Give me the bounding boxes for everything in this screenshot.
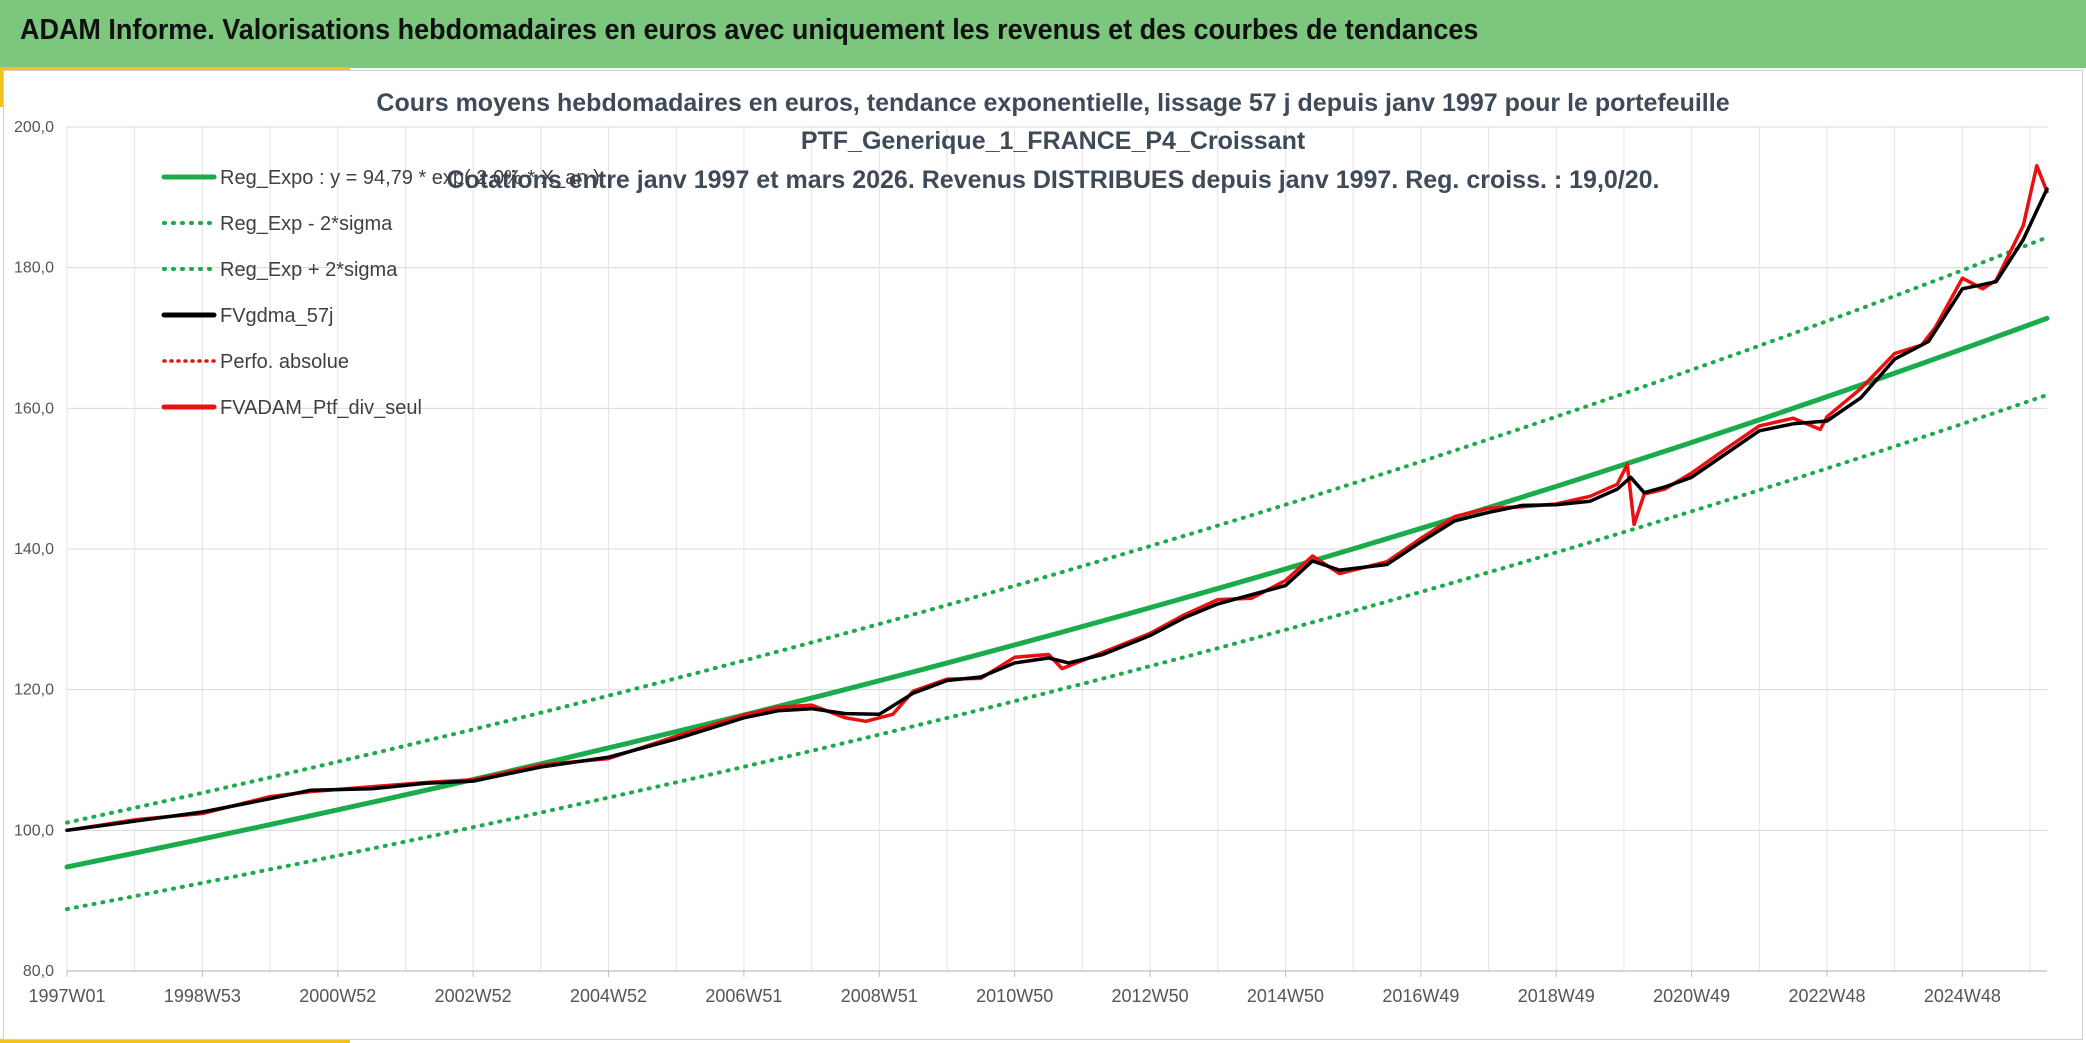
series-line-fvgdma_57j	[65, 187, 2049, 833]
header-bar: ADAM Informe. Valorisations hebdomadaire…	[0, 0, 2086, 68]
line-chart: 80,0 100,0 120,0 140,0 160,0 180,0 200,0 1997W0…	[14, 89, 2050, 1006]
chart-title-line-1: Cours moyens hebdomadaires en euros, ten…	[376, 89, 1729, 117]
x-tick-label: 2012W50	[1112, 986, 1189, 1006]
y-tick-label: 140,0	[14, 541, 54, 558]
chart-legend: Reg_Expo : y = 94,79 * exp( 2,0% * X_an …	[161, 167, 600, 419]
left-accent-stripe	[0, 67, 5, 107]
chart-title: Cours moyens hebdomadaires en euros, ten…	[376, 89, 1729, 194]
chart-title-line-3: Cotations entre janv 1997 et mars 2026. …	[446, 166, 1659, 194]
axis-layer: 80,0 100,0 120,0 140,0 160,0 180,0 200,0 1997W0…	[14, 119, 2047, 1006]
legend-label: Reg_Expo : y = 94,79 * exp( 2,0% * X_an …	[220, 167, 600, 189]
series-line-reg_exp	[65, 393, 2049, 912]
legend-label: Reg_Exp + 2*sigma	[220, 259, 398, 281]
x-tick-label: 2006W51	[705, 986, 782, 1006]
x-tick-label: 1998W53	[164, 986, 241, 1006]
y-tick-label: 180,0	[14, 260, 54, 277]
y-tick-label: 200,0	[14, 119, 54, 136]
x-tick-label: 2024W48	[1924, 986, 2001, 1006]
x-tick-label: 2010W50	[976, 986, 1053, 1006]
grid-lines	[66, 126, 2047, 972]
y-tick-label: 160,0	[14, 400, 54, 417]
series-line-perfo	[66, 187, 2048, 832]
x-tick-label: 2004W52	[570, 986, 647, 1006]
legend-label: FVADAM_Ptf_div_seul	[220, 397, 422, 419]
x-tick-label: 2008W51	[841, 986, 918, 1006]
x-tick-label: 2018W49	[1518, 986, 1595, 1006]
x-tick-label: 2002W52	[435, 986, 512, 1006]
x-tick-label: 2020W49	[1653, 986, 1730, 1006]
x-tick-label: 2014W50	[1247, 986, 1324, 1006]
x-tick-label: 2000W52	[299, 986, 376, 1006]
x-tick-label: 2022W48	[1788, 986, 1865, 1006]
legend-label: Reg_Exp - 2*sigma	[220, 213, 393, 235]
y-tick-label: 120,0	[14, 682, 54, 699]
chart-title-line-2: PTF_Generique_1_FRANCE_P4_Croissant	[801, 127, 1306, 155]
series-layer	[64, 163, 2050, 912]
series-line-reg_expo	[64, 315, 2050, 870]
legend-label: Perfo. absolue	[220, 351, 349, 373]
page-title: ADAM Informe. Valorisations hebdomadaire…	[20, 14, 1479, 46]
x-tick-label: 2016W49	[1382, 986, 1459, 1006]
series-line-reg_exp	[65, 235, 2049, 825]
chart-frame: 80,0 100,0 120,0 140,0 160,0 180,0 200,0 1997W0…	[3, 70, 2083, 1040]
y-tick-label: 80,0	[23, 963, 54, 980]
bottom-accent-stripe	[0, 1039, 350, 1043]
y-tick-label: 100,0	[14, 822, 54, 839]
legend-label: FVgdma_57j	[220, 305, 333, 327]
x-tick-label: 1997W01	[28, 986, 105, 1006]
header-accent-stripe	[0, 67, 350, 72]
